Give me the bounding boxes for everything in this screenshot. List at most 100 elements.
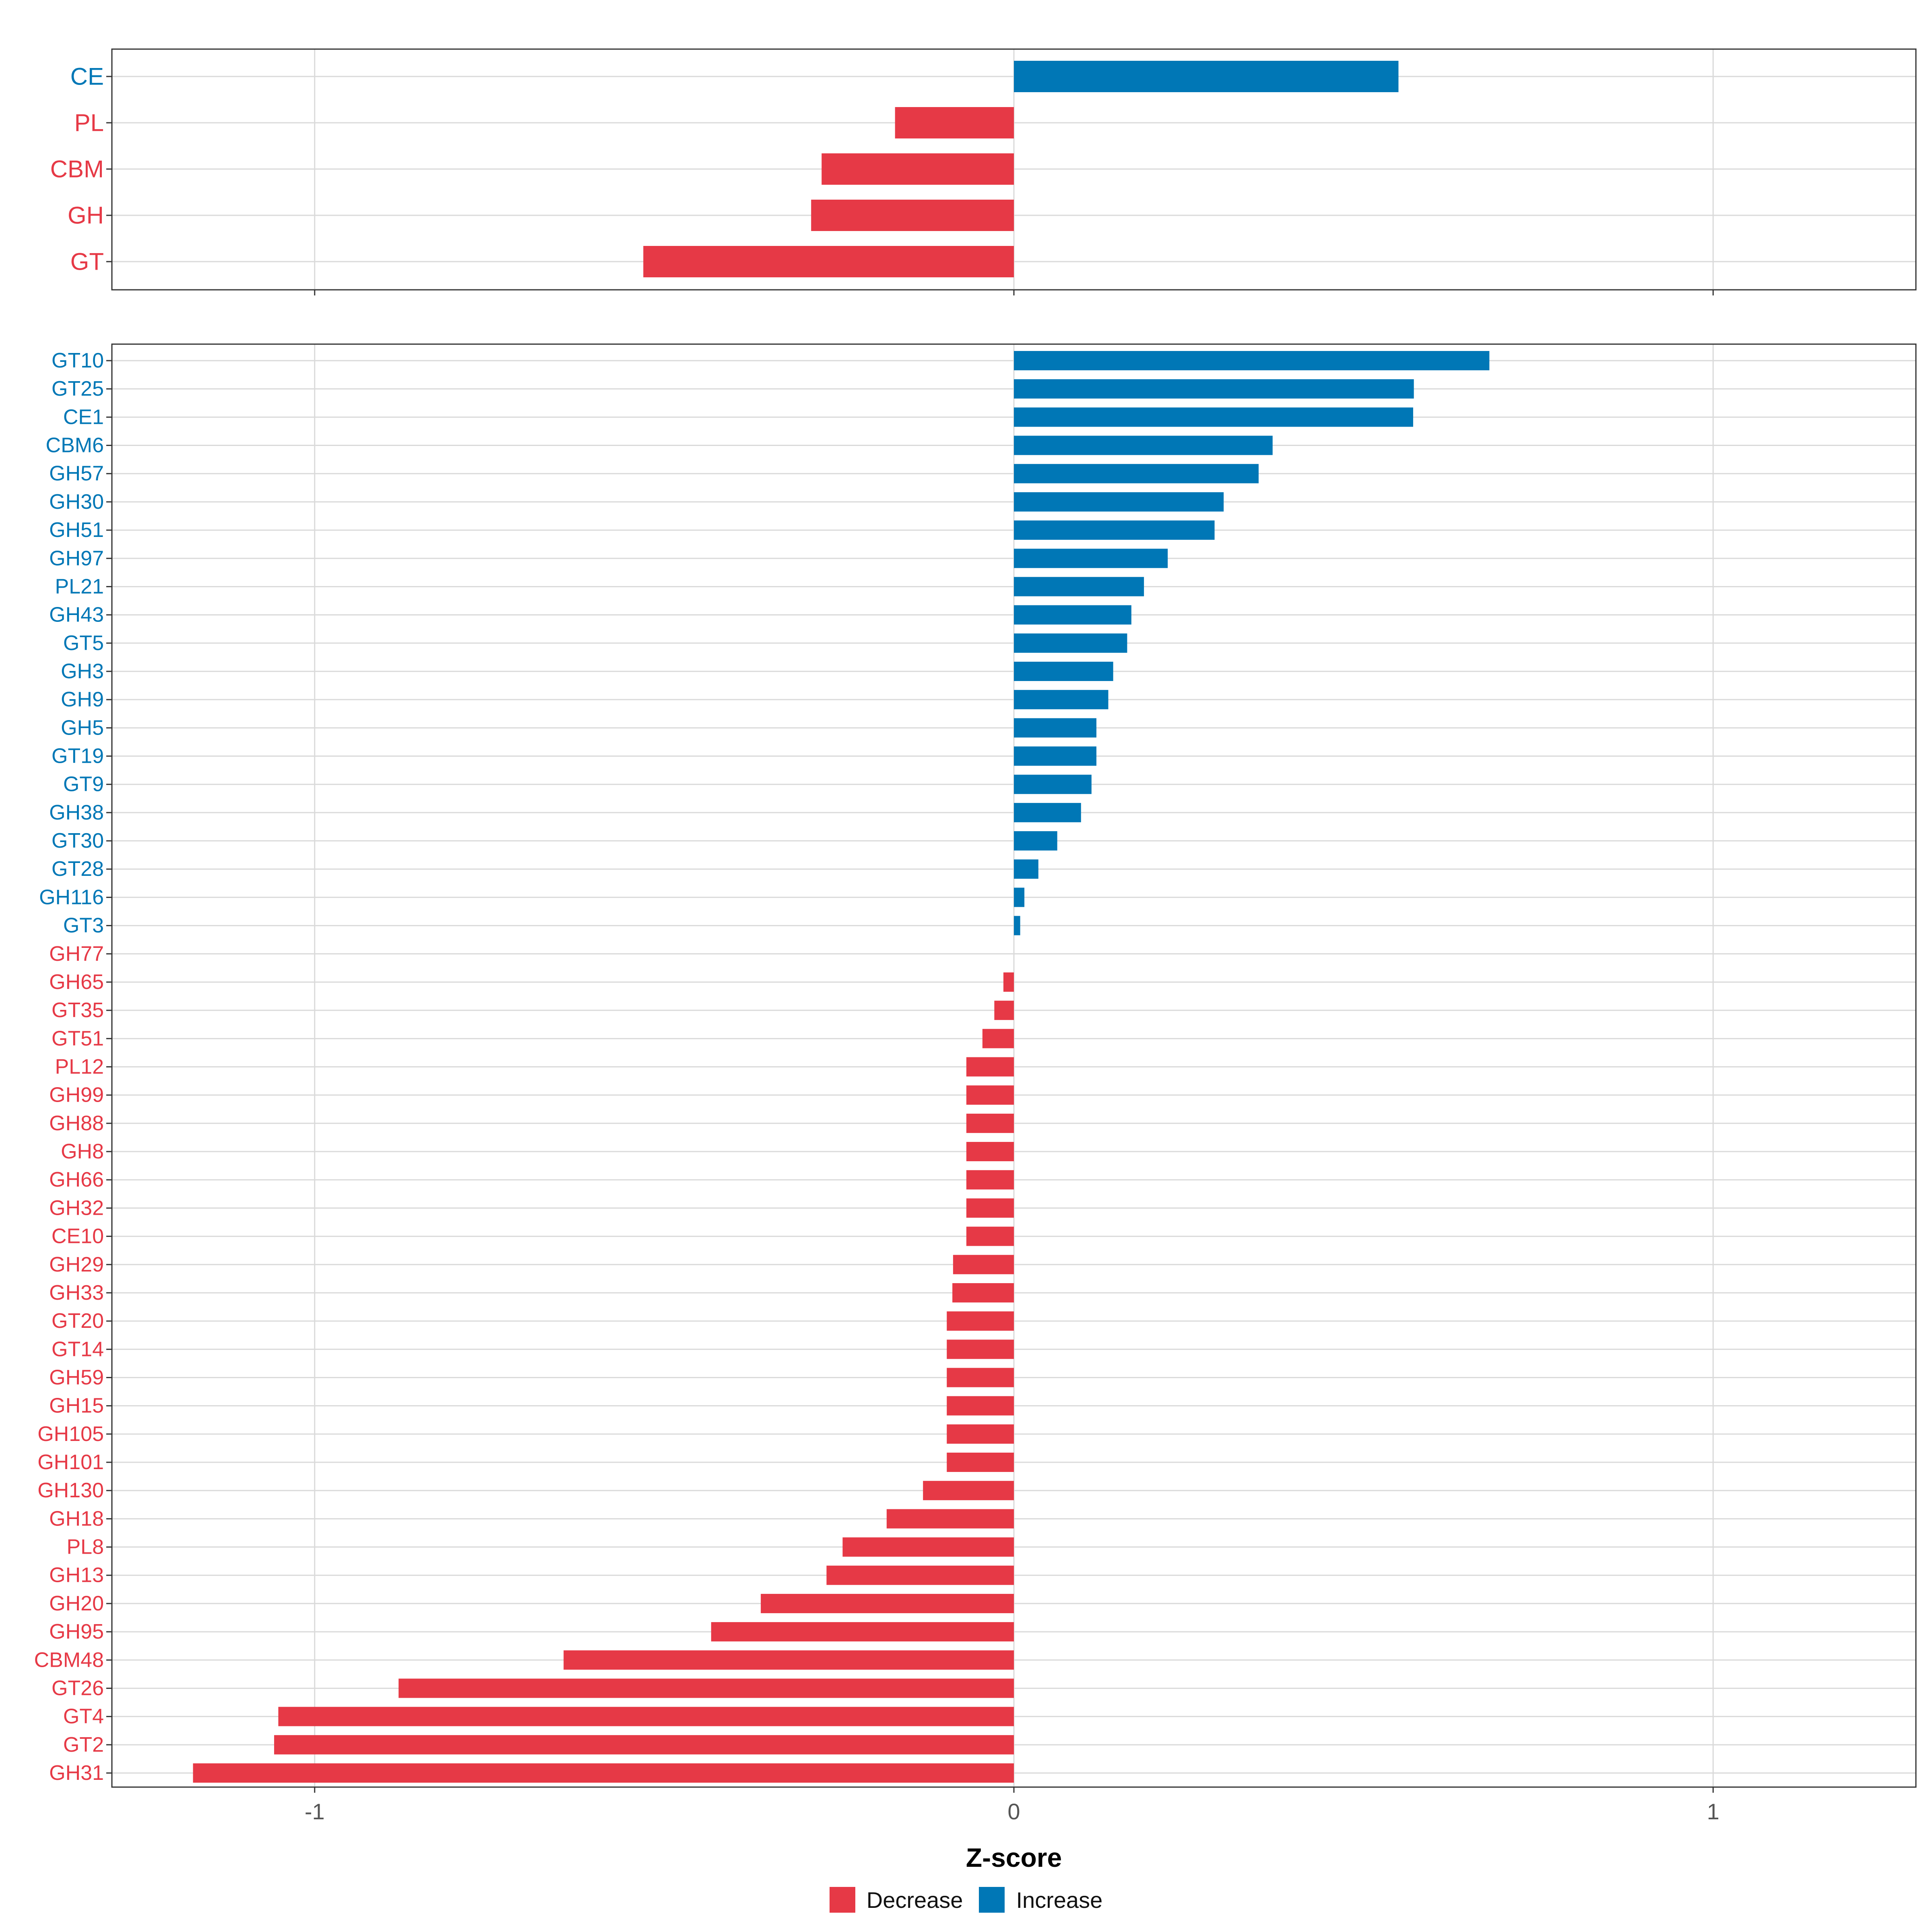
bottom-bar-gt4 [278,1707,1014,1726]
bottom-ylabel-gt2: GT2 [63,1733,104,1757]
bottom-bar-gh29 [953,1255,1014,1274]
bottom-ylabel-gh3: GH3 [61,660,104,683]
bottom-bar-gh88 [966,1113,1014,1133]
bottom-ylabel-gh13: GH13 [49,1564,104,1587]
top-bar-pl [895,107,1014,138]
bottom-bar-gt5 [1014,633,1127,653]
bottom-ylabel-gh20: GH20 [49,1592,104,1615]
x-tick-label-2: 1 [1707,1799,1719,1824]
bottom-ylabel-gt35: GT35 [52,999,104,1022]
bottom-bar-cbm48 [564,1650,1014,1670]
bottom-bar-ce1 [1014,407,1413,427]
bottom-ylabel-gh5: GH5 [61,716,104,739]
bottom-bar-gh59 [947,1368,1014,1387]
bottom-ylabel-gh77: GH77 [49,942,104,966]
bottom-ylabel-gh101: GH101 [37,1451,104,1474]
top-bar-ce [1014,61,1399,92]
bottom-ylabel-pl21: PL21 [55,575,104,598]
bottom-bar-gh20 [761,1593,1014,1613]
legend-key-decrease [829,1887,855,1913]
bottom-bar-gh8 [966,1142,1014,1162]
bottom-bar-ce10 [966,1226,1014,1246]
bottom-bar-gt19 [1014,746,1096,766]
bottom-bar-gh65 [1003,972,1014,992]
bottom-ylabel-gh43: GH43 [49,603,104,627]
bottom-bar-gt51 [982,1029,1014,1049]
bottom-ylabel-gt5: GT5 [63,632,104,655]
bottom-bar-pl12 [966,1057,1014,1077]
bottom-bar-gh38 [1014,803,1081,822]
bottom-ylabel-gt25: GT25 [52,377,104,400]
bottom-bar-gh43 [1014,605,1131,625]
bottom-ylabel-gt30: GT30 [52,829,104,852]
bottom-ylabel-gh30: GH30 [49,490,104,514]
bottom-bar-gh97 [1014,549,1168,568]
bottom-ylabel-gh57: GH57 [49,462,104,485]
top-bar-cbm [822,153,1014,185]
bottom-ylabel-gt10: GT10 [52,349,104,372]
bottom-bar-gh32 [966,1198,1014,1218]
bottom-bar-pl8 [842,1537,1014,1557]
bottom-ylabel-gt51: GT51 [52,1027,104,1050]
bottom-bar-gh99 [966,1085,1014,1105]
bottom-bar-gt10 [1014,351,1490,370]
bottom-bar-gh130 [923,1481,1014,1501]
bottom-ylabel-gt28: GT28 [52,857,104,881]
bottom-ylabel-cbm48: CBM48 [34,1648,104,1672]
bottom-bar-gh105 [947,1424,1014,1444]
bottom-ylabel-gt4: GT4 [63,1705,104,1728]
bottom-bar-gt30 [1014,831,1057,851]
bottom-bar-gt2 [274,1735,1014,1754]
bottom-bar-gh33 [952,1283,1014,1302]
bottom-bar-gt28 [1014,859,1038,879]
bottom-bar-gh31 [193,1763,1014,1783]
bottom-ylabel-gh130: GH130 [37,1479,104,1502]
bottom-bar-gt3 [1014,916,1020,935]
bottom-bar-gt25 [1014,379,1414,399]
bottom-ylabel-pl12: PL12 [55,1055,104,1079]
bottom-bar-gt9 [1014,774,1092,794]
bottom-ylabel-pl8: PL8 [66,1536,104,1559]
legend-label-increase: Increase [1016,1887,1103,1913]
bottom-ylabel-gh18: GH18 [49,1507,104,1530]
top-ylabel-pl: PL [74,109,104,136]
bottom-ylabel-gh105: GH105 [37,1422,104,1446]
bottom-ylabel-gh116: GH116 [39,886,104,909]
x-axis-title: Z-score [966,1843,1062,1872]
bottom-ylabel-gh32: GH32 [49,1196,104,1220]
bottom-ylabel-gh99: GH99 [49,1084,104,1107]
top-bar-gt [643,246,1014,277]
bottom-ylabel-gh38: GH38 [49,801,104,824]
top-bar-gh [811,200,1014,231]
bottom-ylabel-gt19: GT19 [52,745,104,768]
top-ylabel-gt: GT [70,248,104,275]
bottom-ylabel-gh97: GH97 [49,547,104,570]
bottom-bar-gt20 [947,1311,1014,1331]
bottom-ylabel-gh51: GH51 [49,518,104,542]
legend-item-decrease: Decrease [829,1887,963,1913]
bottom-bar-gh3 [1014,661,1113,681]
bottom-ylabel-ce10: CE10 [52,1225,104,1248]
bottom-ylabel-gh33: GH33 [49,1281,104,1305]
bottom-ylabel-gh8: GH8 [61,1140,104,1163]
bottom-bar-gh101 [947,1453,1014,1472]
bottom-ylabel-gh88: GH88 [49,1112,104,1135]
top-ylabel-ce: CE [70,63,104,90]
bottom-bar-gt26 [398,1678,1014,1698]
bottom-bar-gh95 [711,1622,1014,1642]
x-tick-label-0: -1 [305,1799,325,1824]
bottom-bar-gh57 [1014,464,1259,483]
legend-key-increase [979,1887,1005,1913]
bottom-bar-gh116 [1014,888,1025,907]
x-tick-label-1: 0 [1007,1799,1020,1824]
bottom-ylabel-gh29: GH29 [49,1253,104,1276]
bottom-bar-gh66 [966,1170,1014,1190]
bottom-bar-gt35 [994,1001,1014,1020]
bottom-ylabel-gh9: GH9 [61,688,104,711]
legend-label-decrease: Decrease [866,1887,963,1913]
legend: Decrease Increase [0,1880,1932,1920]
bottom-bar-gt14 [947,1340,1014,1359]
bottom-ylabel-gh31: GH31 [49,1761,104,1785]
